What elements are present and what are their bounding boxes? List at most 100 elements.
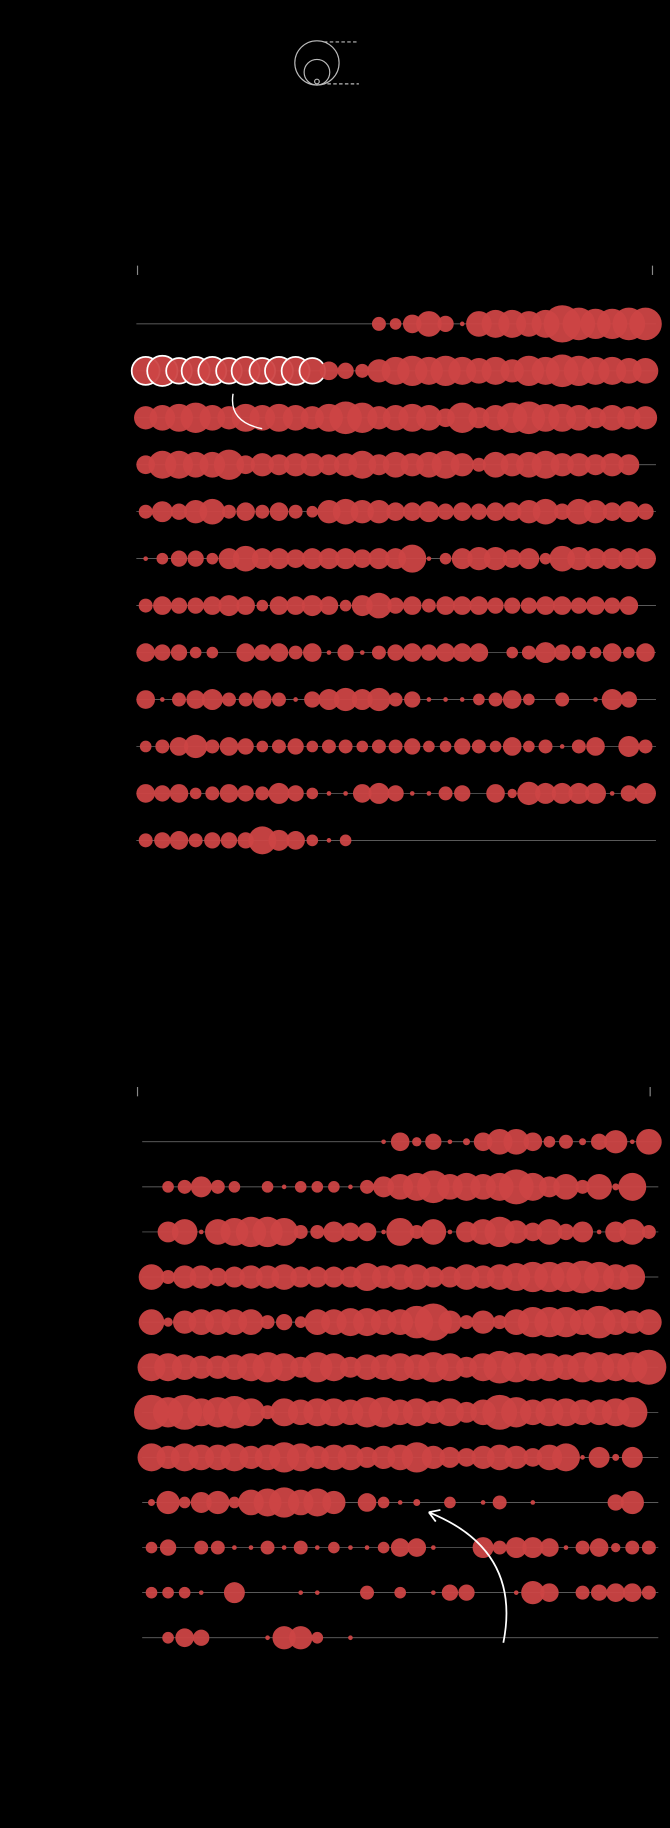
- bubble: [175, 1628, 194, 1648]
- bubble: [426, 697, 432, 702]
- bubble: [318, 689, 340, 710]
- bubble: [636, 1128, 662, 1155]
- bubble: [286, 1443, 315, 1472]
- bubble: [559, 744, 565, 749]
- bubble: [438, 1310, 462, 1334]
- bubble: [504, 597, 521, 614]
- bubble: [198, 1229, 204, 1235]
- bubble: [394, 1586, 407, 1599]
- bubble: [602, 502, 622, 522]
- bubble: [145, 1586, 158, 1599]
- bubble: [194, 1540, 209, 1555]
- bubble: [223, 1266, 245, 1288]
- bubble: [136, 643, 155, 662]
- bubble: [437, 315, 454, 333]
- bubble: [223, 1582, 245, 1604]
- bubble: [326, 838, 332, 843]
- bubble: [238, 692, 253, 707]
- bubble: [539, 552, 552, 565]
- bubble: [438, 786, 453, 801]
- bubble: [151, 501, 173, 523]
- bubble: [535, 642, 557, 664]
- bubble: [270, 1217, 299, 1246]
- bubble: [343, 791, 348, 796]
- bubble: [612, 1183, 620, 1191]
- bubble: [502, 549, 522, 568]
- bubble: [453, 1264, 480, 1290]
- bubble: [452, 643, 472, 662]
- bubble: [170, 550, 188, 567]
- bubble: [286, 549, 305, 568]
- bubble: [414, 1303, 452, 1341]
- bubble: [366, 592, 392, 619]
- bubble: [138, 1264, 165, 1290]
- bubble: [255, 786, 270, 801]
- bubble: [136, 784, 155, 803]
- bubble: [332, 498, 359, 525]
- bubble: [635, 548, 656, 570]
- bubble: [518, 1172, 547, 1201]
- bubble: [483, 547, 508, 571]
- bubble: [471, 739, 486, 754]
- bubble: [287, 738, 304, 755]
- bubble: [304, 691, 321, 708]
- bubble: [505, 1537, 527, 1559]
- bubble: [171, 1219, 198, 1245]
- bubble: [138, 833, 153, 848]
- bubble: [452, 596, 472, 615]
- bubble: [270, 1353, 299, 1382]
- bubble: [260, 1315, 275, 1330]
- bubble: [288, 645, 303, 660]
- bubble: [589, 1538, 609, 1557]
- bubble: [426, 556, 432, 561]
- bubble: [420, 644, 438, 661]
- bubble: [269, 643, 289, 662]
- bubble: [319, 596, 339, 615]
- bubble: [220, 1443, 249, 1472]
- bubble: [321, 739, 336, 754]
- bubble: [532, 498, 559, 525]
- bubble: [154, 832, 171, 849]
- bubble: [523, 740, 535, 753]
- bubble: [311, 1631, 324, 1644]
- bubble: [558, 1134, 573, 1149]
- bubble: [289, 1626, 313, 1650]
- bubble: [178, 1586, 191, 1599]
- bubble: [467, 547, 491, 571]
- bubble: [551, 1443, 580, 1472]
- bubble: [337, 644, 354, 661]
- bubble: [600, 453, 624, 477]
- bubble: [441, 1584, 459, 1601]
- bubble: [294, 1316, 307, 1328]
- bubble: [172, 692, 186, 707]
- bubble: [517, 781, 541, 806]
- bubble: [353, 1263, 382, 1292]
- bubble: [625, 1540, 640, 1555]
- bubble: [275, 1313, 293, 1331]
- bubble: [585, 454, 606, 476]
- bubble: [228, 1496, 241, 1509]
- bubble: [570, 597, 588, 614]
- bubble: [575, 1585, 590, 1600]
- bubble: [444, 1496, 456, 1509]
- bubble: [621, 1446, 643, 1468]
- bubble: [504, 1220, 528, 1244]
- bubble: [236, 455, 255, 475]
- bubble: [371, 739, 386, 754]
- bubble: [622, 1583, 642, 1602]
- bubble: [447, 1139, 453, 1145]
- bubble: [636, 643, 655, 662]
- bubble: [254, 644, 271, 661]
- bubble: [351, 689, 373, 710]
- bubble: [189, 646, 202, 659]
- bubble: [599, 404, 625, 431]
- bubble: [306, 740, 319, 753]
- bubble: [618, 501, 640, 523]
- bubble: [170, 503, 188, 520]
- bubble: [236, 643, 255, 662]
- bubble: [232, 545, 259, 572]
- bubble: [220, 832, 238, 849]
- bubble: [248, 826, 277, 855]
- bubble: [386, 1217, 415, 1246]
- bubble: [431, 450, 460, 479]
